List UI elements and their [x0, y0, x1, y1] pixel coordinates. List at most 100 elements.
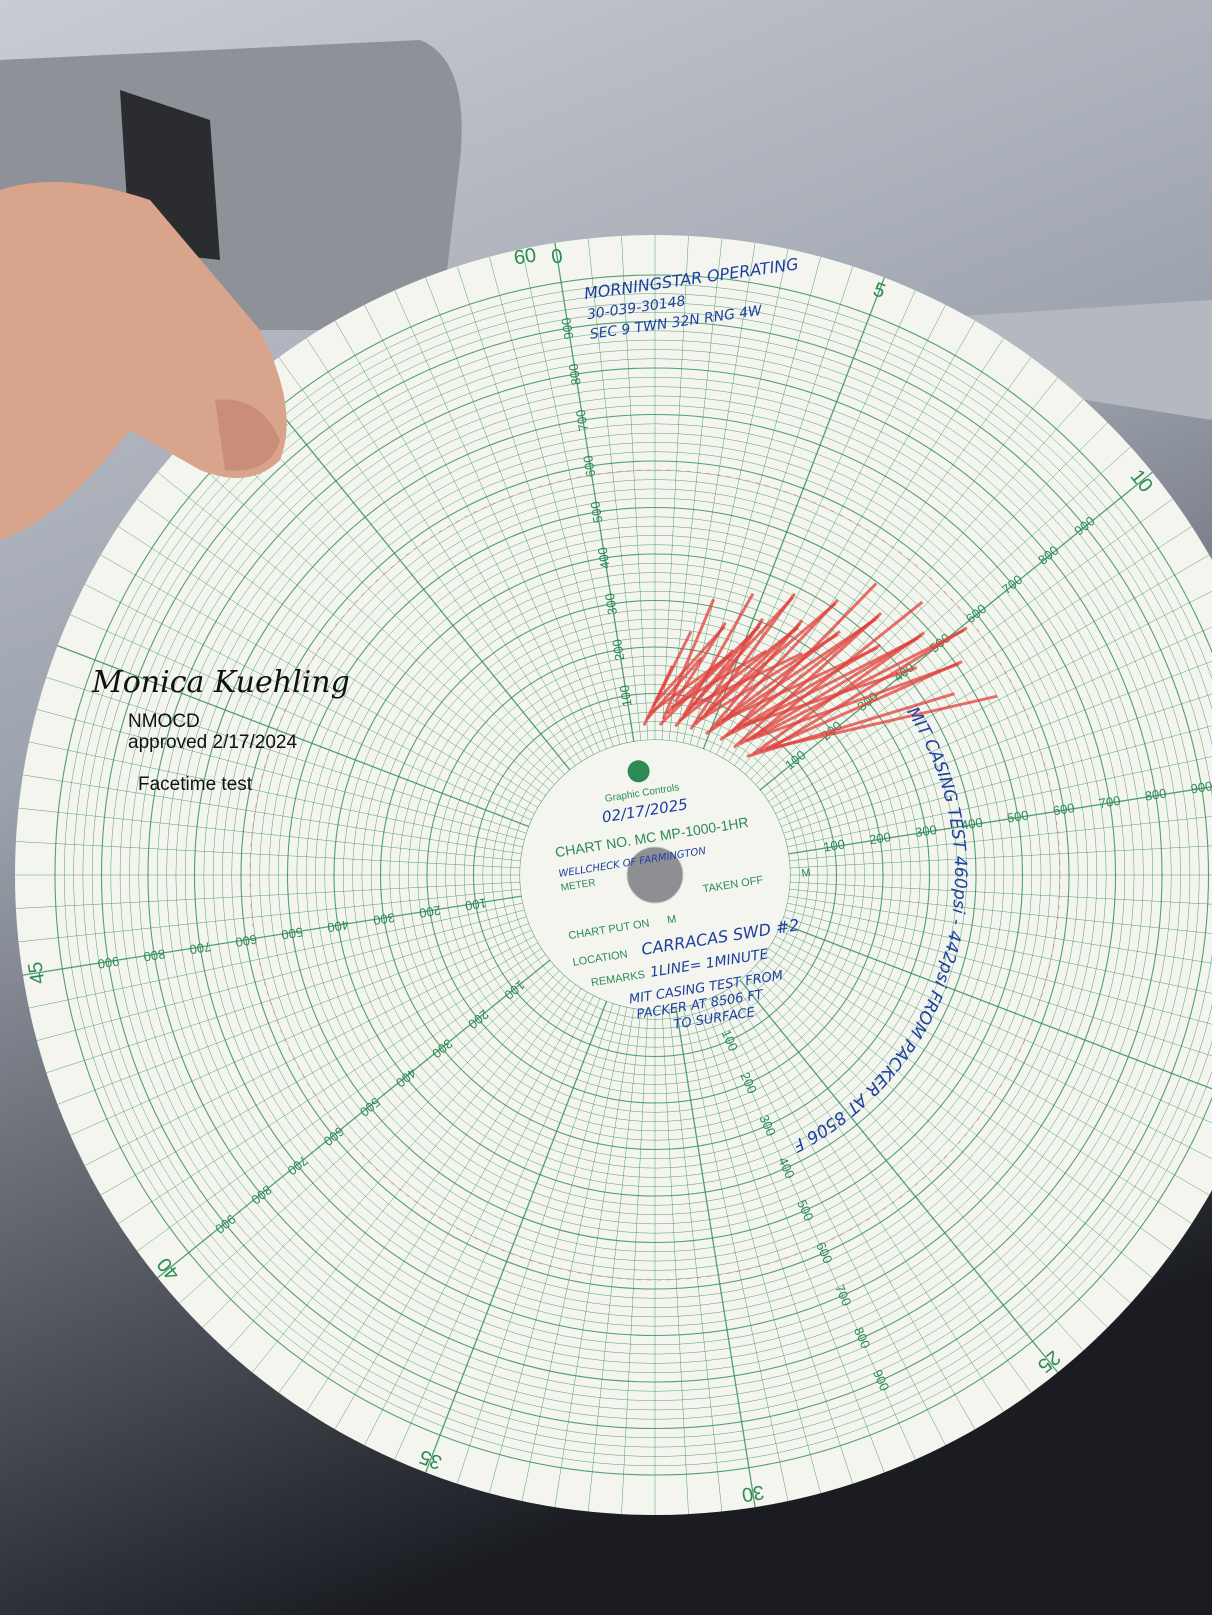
grid-spoke	[489, 256, 621, 745]
signature: Monica Kuehling	[91, 665, 350, 700]
grid-spoke	[783, 916, 1212, 1074]
pen-stroke	[745, 662, 960, 743]
grid-spoke	[28, 741, 524, 848]
grid-spoke	[278, 357, 576, 766]
grid-spoke	[226, 399, 565, 775]
grid-spoke	[278, 984, 576, 1393]
grid-spoke	[15, 881, 521, 909]
grid-spoke	[728, 338, 1004, 762]
pen-stroke	[689, 617, 764, 731]
grid-spoke	[789, 807, 1212, 862]
pen-stroke	[736, 643, 882, 730]
grid-spoke	[661, 235, 689, 741]
pen-stroke	[715, 630, 841, 727]
grid-spoke	[157, 472, 551, 791]
grid-spoke	[780, 922, 1212, 1105]
grid-spoke	[783, 676, 1212, 834]
grid-spoke	[554, 242, 635, 742]
grid-spoke	[668, 1009, 723, 1512]
stamp-approved: approved 2/17/2024	[128, 732, 297, 753]
grid-spoke	[22, 774, 522, 855]
grid-spoke	[682, 1006, 789, 1502]
grid-spoke	[36, 909, 525, 1041]
grid-spoke	[587, 238, 642, 741]
grid-spoke	[675, 1008, 756, 1508]
pressure-label: 800	[143, 946, 167, 964]
grid-spoke	[425, 277, 607, 750]
pressure-label: 100	[464, 895, 488, 913]
grid-spoke	[778, 614, 1212, 821]
grid-spoke	[521, 1006, 628, 1502]
minute-label: 60	[512, 244, 537, 269]
pen-stroke	[771, 626, 968, 749]
pressure-label: 100	[822, 836, 846, 854]
grid-spoke	[621, 1009, 649, 1515]
meter-label: METER	[560, 877, 596, 893]
pen-stroke	[758, 660, 963, 753]
pressure-label: 900	[97, 954, 121, 972]
hand	[0, 182, 287, 540]
grid-spoke	[364, 304, 594, 755]
grid-spoke	[15, 841, 521, 869]
grid-spoke	[739, 979, 1059, 1373]
pen-stroke	[751, 600, 924, 740]
grid-spoke	[137, 954, 546, 1252]
grid-spoke	[252, 979, 571, 1373]
pen-ring	[249, 469, 1061, 1281]
grid-spoke	[780, 645, 1212, 827]
grid-spoke	[789, 881, 1212, 909]
pen-stroke	[752, 631, 925, 755]
grid-spoke	[709, 998, 916, 1460]
grid-spoke	[22, 895, 522, 976]
pressure-label: 500	[280, 924, 304, 942]
grid-spoke	[786, 902, 1212, 1009]
pressure-label: 500	[587, 500, 605, 524]
grid-spoke	[771, 942, 1210, 1196]
pen-stroke	[739, 634, 922, 746]
pen-stroke	[733, 611, 883, 749]
pressure-label: 900	[1190, 778, 1212, 796]
grid-spoke	[306, 988, 582, 1412]
pressure-label: 400	[595, 546, 613, 570]
grid-spoke	[689, 1005, 821, 1494]
pressure-label: 600	[1052, 800, 1076, 818]
pen-stroke	[730, 582, 878, 734]
grid-spoke	[18, 888, 521, 943]
put-on-m: M	[666, 913, 677, 926]
pressure-label: 200	[609, 638, 627, 662]
grid-spoke	[28, 902, 524, 1009]
pen-stroke	[682, 592, 755, 717]
grid-spoke	[750, 970, 1108, 1328]
grid-spoke	[364, 995, 594, 1446]
pen-stroke	[719, 614, 880, 742]
grid-spoke	[759, 471, 1153, 791]
grid-spoke	[334, 991, 588, 1430]
stamp-agency: NMOCD	[128, 711, 200, 732]
grid-spoke	[587, 1009, 642, 1512]
pen-stroke	[655, 625, 726, 703]
pen-stroke	[704, 592, 796, 716]
pen-trace	[249, 469, 1061, 1281]
grid-spoke	[521, 248, 628, 744]
grid-spoke	[734, 357, 1032, 766]
grid-spoke	[489, 1005, 621, 1494]
grid-spoke	[750, 422, 1108, 780]
pressure-label: 800	[1144, 786, 1168, 804]
chart-grid	[15, 235, 1212, 1515]
grid-spoke	[179, 446, 555, 785]
pen-stroke	[651, 630, 693, 708]
pressure-label: 400	[960, 815, 984, 833]
pressure-label: 300	[602, 592, 620, 616]
grid-spoke	[722, 991, 976, 1430]
grid-spoke	[788, 895, 1212, 976]
pressure-label: 900	[558, 317, 576, 341]
pressure-label: 700	[573, 408, 591, 432]
pen-stroke	[726, 599, 839, 718]
grid-spoke	[118, 948, 542, 1224]
grid-spoke	[202, 970, 560, 1328]
grid-spoke	[251, 377, 571, 771]
grid-spoke	[456, 266, 614, 747]
grid-spoke	[789, 841, 1212, 869]
grid-spoke	[425, 1000, 608, 1473]
grid-spoke	[334, 320, 588, 759]
